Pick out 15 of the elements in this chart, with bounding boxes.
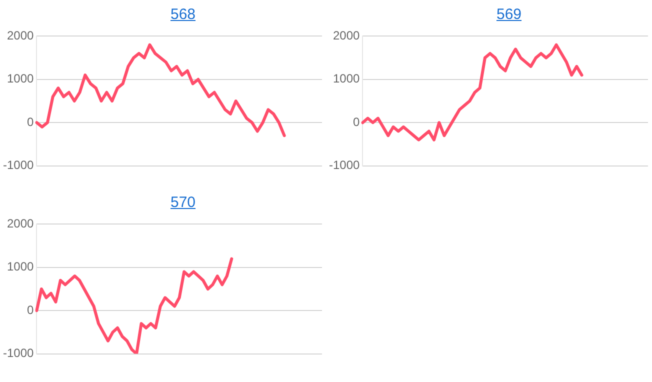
y-tick-label: -1000 xyxy=(2,158,34,172)
y-tick-label: 2000 xyxy=(332,28,360,43)
y-tick-label: 0 xyxy=(27,302,34,317)
y-tick-label: 1000 xyxy=(6,72,34,86)
chart-title: 569 xyxy=(495,5,523,25)
y-tick-label: -1000 xyxy=(328,158,360,172)
y-tick-label: 2000 xyxy=(6,28,34,43)
y-tick-label: 0 xyxy=(353,114,360,129)
chart-title: 570 xyxy=(169,193,197,213)
y-tick-label: 2000 xyxy=(6,216,34,231)
y-tick-label: 1000 xyxy=(332,72,360,86)
y-tick-label: -1000 xyxy=(2,346,34,360)
chart-title: 568 xyxy=(169,5,197,25)
y-tick-label: 1000 xyxy=(6,260,34,274)
y-tick-label: 0 xyxy=(27,114,34,129)
